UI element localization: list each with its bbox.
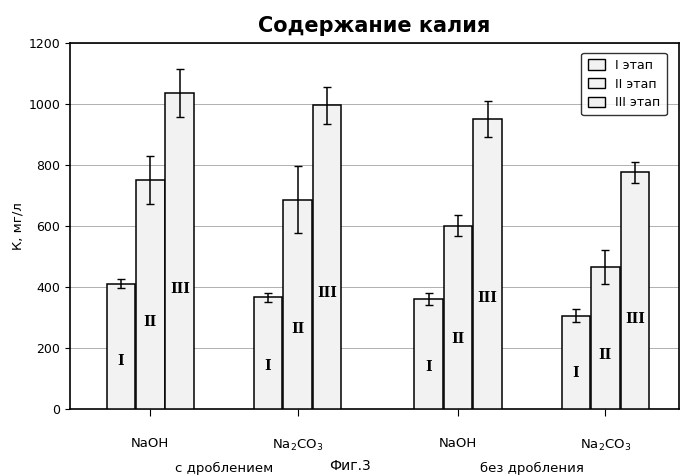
Bar: [284, 200, 312, 408]
Text: III: III: [477, 292, 498, 305]
Text: Na$_2$CO$_3$: Na$_2$CO$_3$: [272, 437, 323, 453]
Bar: [106, 284, 135, 408]
Bar: [136, 180, 164, 408]
Text: III: III: [317, 286, 337, 300]
Text: II: II: [144, 314, 157, 329]
Text: без дробления: без дробления: [480, 462, 584, 475]
Text: I: I: [426, 360, 432, 374]
Text: I: I: [265, 359, 272, 373]
Text: II: II: [598, 348, 612, 361]
Text: с дроблением: с дроблением: [175, 462, 273, 475]
Text: Na$_2$CO$_3$: Na$_2$CO$_3$: [580, 437, 631, 453]
Title: Содержание калия: Содержание калия: [258, 16, 491, 36]
Bar: [620, 172, 649, 408]
Legend: I этап, II этап, III этап: I этап, II этап, III этап: [582, 53, 666, 115]
Text: II: II: [291, 322, 304, 336]
Text: NaOH: NaOH: [131, 437, 169, 450]
Text: NaOH: NaOH: [439, 437, 477, 450]
Bar: [561, 315, 590, 408]
Text: Фиг.3: Фиг.3: [329, 459, 371, 473]
Bar: [254, 297, 282, 408]
Bar: [473, 119, 502, 408]
Bar: [444, 226, 473, 408]
Bar: [414, 299, 443, 408]
Text: II: II: [452, 332, 465, 346]
Text: III: III: [170, 282, 190, 295]
Bar: [591, 267, 620, 408]
Y-axis label: К, мг/л: К, мг/л: [11, 202, 25, 249]
Text: I: I: [118, 354, 124, 368]
Text: I: I: [573, 366, 580, 380]
Text: III: III: [625, 312, 645, 326]
Bar: [165, 93, 194, 408]
Bar: [313, 105, 342, 408]
